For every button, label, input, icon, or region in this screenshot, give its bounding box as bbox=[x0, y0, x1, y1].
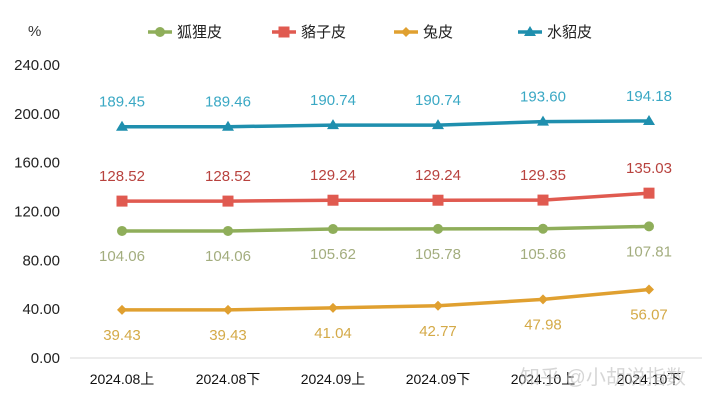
data-point-marker-icon bbox=[116, 120, 128, 131]
legend-label: 狐狸皮 bbox=[177, 24, 222, 41]
x-tick-label: 2024.09下 bbox=[406, 371, 471, 387]
data-point-marker-icon bbox=[223, 225, 233, 236]
legend-item[interactable]: 貉子皮 bbox=[272, 24, 346, 41]
series-line bbox=[121, 119, 650, 129]
data-point-marker-icon bbox=[327, 119, 339, 130]
y-tick-label: 40.00 bbox=[22, 301, 60, 318]
data-label: 128.52 bbox=[205, 168, 251, 185]
data-point-marker-icon bbox=[222, 195, 234, 207]
data-point-marker-icon bbox=[328, 302, 338, 313]
data-label: 190.74 bbox=[310, 92, 356, 109]
data-label: 128.52 bbox=[99, 168, 145, 185]
legend: 狐狸皮 貉子皮 兔皮 水貂皮 bbox=[148, 24, 592, 41]
data-label: 104.06 bbox=[205, 248, 251, 265]
data-point-marker-icon bbox=[538, 294, 548, 305]
legend-item[interactable]: 水貂皮 bbox=[518, 24, 592, 41]
data-label: 135.03 bbox=[626, 160, 672, 177]
data-label: 189.45 bbox=[99, 94, 145, 111]
data-point-marker-icon bbox=[223, 304, 233, 315]
data-point-marker-icon bbox=[643, 187, 655, 199]
y-tick-label: 120.00 bbox=[14, 204, 60, 221]
series-group: 104.06 104.06 105.62 105.78 105.86 107.81 128.… bbox=[99, 88, 672, 344]
x-tick-label: 2024.08上 bbox=[90, 371, 155, 387]
y-axis: 0.00 40.00 80.00 120.00 160.00 200.00 240.00 bbox=[14, 57, 60, 367]
data-label: 105.62 bbox=[310, 246, 356, 263]
legend-label: 水貂皮 bbox=[547, 24, 592, 41]
data-point-marker-icon bbox=[538, 223, 548, 234]
y-tick-label: 160.00 bbox=[14, 155, 60, 172]
x-tick-label: 2024.10下 bbox=[617, 371, 682, 387]
data-point-marker-icon bbox=[433, 300, 443, 311]
legend-label: 貉子皮 bbox=[301, 24, 346, 41]
data-label: 190.74 bbox=[415, 92, 461, 109]
data-point-marker-icon bbox=[327, 194, 339, 206]
data-label: 42.77 bbox=[419, 323, 457, 340]
watermark: 知乎 @小胡说指数 bbox=[520, 366, 686, 389]
legend-item[interactable]: 兔皮 bbox=[394, 24, 453, 41]
data-point-marker-icon bbox=[116, 195, 128, 207]
data-label: 129.24 bbox=[310, 167, 356, 184]
series-square: 128.52 128.52 129.24 129.24 129.35 135.03 bbox=[99, 160, 672, 207]
data-point-marker-icon bbox=[432, 194, 444, 206]
data-point-marker-icon bbox=[537, 194, 549, 206]
data-point-marker-icon bbox=[222, 120, 234, 131]
x-tick-label: 2024.10上 bbox=[511, 371, 576, 387]
y-unit-label: % bbox=[28, 23, 41, 40]
data-label: 104.06 bbox=[99, 248, 145, 265]
data-label: 105.86 bbox=[520, 246, 566, 263]
data-label: 189.46 bbox=[205, 94, 251, 111]
series-diamond: 39.43 39.43 41.04 42.77 47.98 56.07 bbox=[103, 284, 668, 344]
series-line bbox=[122, 287, 650, 312]
legend-marker-icon bbox=[401, 27, 411, 37]
data-label: 129.24 bbox=[415, 167, 461, 184]
data-label: 41.04 bbox=[314, 325, 352, 342]
data-point-marker-icon bbox=[644, 284, 654, 295]
data-point-marker-icon bbox=[328, 224, 338, 235]
data-label: 107.81 bbox=[626, 243, 672, 260]
series-triangle: 189.45 189.46 190.74 190.74 193.60 194.18 bbox=[99, 88, 672, 131]
legend-marker-icon bbox=[524, 26, 536, 36]
series-circle: 104.06 104.06 105.62 105.78 105.86 107.81 bbox=[99, 221, 672, 265]
data-point-marker-icon bbox=[643, 114, 655, 125]
legend-label: 兔皮 bbox=[423, 24, 453, 41]
data-label: 39.43 bbox=[103, 327, 141, 344]
data-point-marker-icon bbox=[433, 223, 443, 234]
y-tick-label: 0.00 bbox=[31, 350, 60, 367]
series-line bbox=[122, 224, 650, 233]
data-point-marker-icon bbox=[644, 221, 654, 232]
data-point-marker-icon bbox=[537, 115, 549, 126]
y-tick-label: 80.00 bbox=[22, 252, 60, 269]
legend-marker-icon bbox=[278, 26, 290, 38]
y-tick-label: 240.00 bbox=[14, 57, 60, 74]
data-label: 193.60 bbox=[520, 89, 566, 106]
y-tick-label: 200.00 bbox=[14, 106, 60, 123]
data-label: 39.43 bbox=[209, 327, 247, 344]
x-tick-label: 2024.09上 bbox=[301, 371, 366, 387]
data-label: 56.07 bbox=[630, 307, 668, 324]
data-label: 47.98 bbox=[524, 316, 562, 333]
series-line bbox=[122, 191, 650, 203]
data-point-marker-icon bbox=[117, 304, 127, 315]
legend-marker-icon bbox=[155, 27, 165, 37]
data-point-marker-icon bbox=[117, 225, 127, 236]
data-label: 129.35 bbox=[520, 167, 566, 184]
data-label: 105.78 bbox=[415, 246, 461, 263]
data-point-marker-icon bbox=[432, 119, 444, 130]
x-tick-label: 2024.08下 bbox=[196, 371, 261, 387]
legend-item[interactable]: 狐狸皮 bbox=[148, 24, 222, 41]
data-label: 194.18 bbox=[626, 88, 672, 105]
x-axis: 2024.08上 2024.08下 2024.09上 2024.09下 2024.10上… bbox=[90, 371, 682, 387]
